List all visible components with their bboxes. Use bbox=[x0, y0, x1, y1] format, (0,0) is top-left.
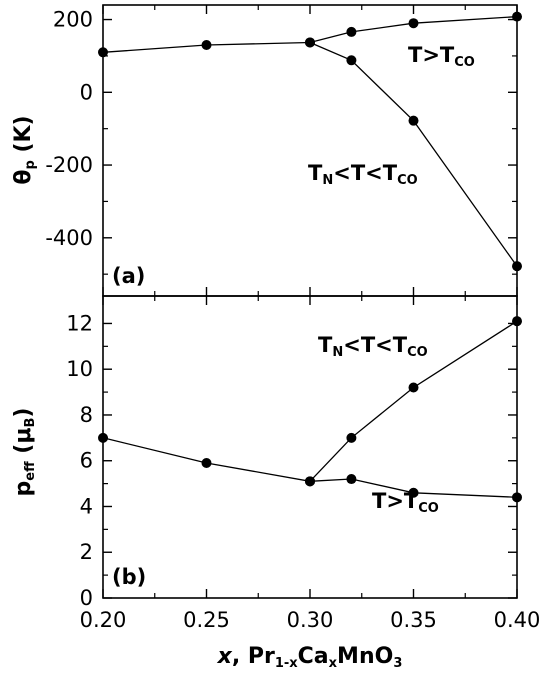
y-tick-label-b-5: 10 bbox=[66, 357, 93, 381]
series-annotation-a-1: TN<T<TCO bbox=[308, 161, 418, 188]
y-tick-label-b-2: 4 bbox=[80, 494, 93, 518]
x-tick-label-1: 0.25 bbox=[183, 608, 230, 632]
data-point-b-1-2 bbox=[305, 476, 315, 487]
plot-frame-a bbox=[102, 4, 518, 297]
data-point-b-1-0 bbox=[98, 432, 108, 443]
y-axis-label-b: peff (μB) bbox=[11, 408, 38, 497]
data-point-b-1-5 bbox=[512, 492, 522, 503]
series-annotation-b-0: TN<T<TCO bbox=[318, 333, 428, 360]
data-point-a-0-5 bbox=[512, 11, 522, 22]
data-point-b-1-1 bbox=[201, 458, 212, 469]
data-point-b-1-3 bbox=[346, 474, 357, 485]
y-tick-label-b-3: 6 bbox=[80, 449, 93, 473]
data-point-b-0-1 bbox=[346, 432, 357, 443]
data-point-a-1-3 bbox=[512, 261, 522, 272]
x-tick-label-2: 0.30 bbox=[287, 608, 334, 632]
data-point-a-1-1 bbox=[346, 55, 357, 66]
data-point-a-1-0 bbox=[305, 37, 315, 48]
x-axis-label: x, Pr1-xCaxMnO3 bbox=[217, 644, 403, 671]
x-tick-label-0: 0.20 bbox=[80, 608, 127, 632]
y-tick-label-a-1: -200 bbox=[45, 153, 93, 177]
data-point-b-1-4 bbox=[408, 487, 419, 498]
y-tick-label-a-2: 0 bbox=[80, 80, 93, 104]
series-line-a-0 bbox=[102, 15, 518, 53]
x-axis: 0.20 0.25 0.30 0.35 0.40 x, Pr1-xCaxMnO3 bbox=[80, 608, 541, 671]
series-annotation-b-1: T>TCO bbox=[372, 489, 439, 516]
data-point-a-0-0 bbox=[98, 47, 108, 58]
data-point-a-0-4 bbox=[408, 18, 419, 29]
panel-a: -400 -200 0 200 T>TCO TN<T<TCO (a) θp (K) bbox=[11, 4, 522, 297]
panel-b: 0 2 4 6 8 10 12 TN<T<TCO T>TCO (b) peff (μB) bbox=[11, 295, 522, 610]
series-line-a-1 bbox=[309, 41, 518, 267]
y-tick-label-b-1: 2 bbox=[80, 540, 93, 564]
y-axis-label-a: θp (K) bbox=[11, 115, 38, 184]
x-tick-label-4: 0.40 bbox=[494, 608, 541, 632]
plot-frame-b bbox=[102, 295, 518, 599]
data-point-a-0-3 bbox=[346, 26, 357, 37]
panel-label-b: (b) bbox=[112, 565, 146, 589]
y-tick-label-a-3: 200 bbox=[53, 8, 93, 32]
y-tick-label-b-0: 0 bbox=[80, 586, 93, 610]
y-tick-label-b-4: 8 bbox=[80, 403, 93, 427]
series-line-b-0 bbox=[309, 320, 518, 482]
series-annotation-a-0: T>TCO bbox=[408, 43, 475, 70]
data-point-b-0-3 bbox=[512, 316, 522, 327]
data-point-a-1-2 bbox=[408, 115, 419, 126]
data-point-a-0-1 bbox=[201, 40, 212, 51]
y-tick-label-a-0: -400 bbox=[45, 226, 93, 250]
panel-label-a: (a) bbox=[112, 264, 145, 288]
data-point-b-0-2 bbox=[408, 382, 419, 393]
series-line-b-1 bbox=[102, 437, 518, 498]
x-tick-label-3: 0.35 bbox=[390, 608, 437, 632]
y-tick-label-b-6: 12 bbox=[66, 311, 93, 335]
